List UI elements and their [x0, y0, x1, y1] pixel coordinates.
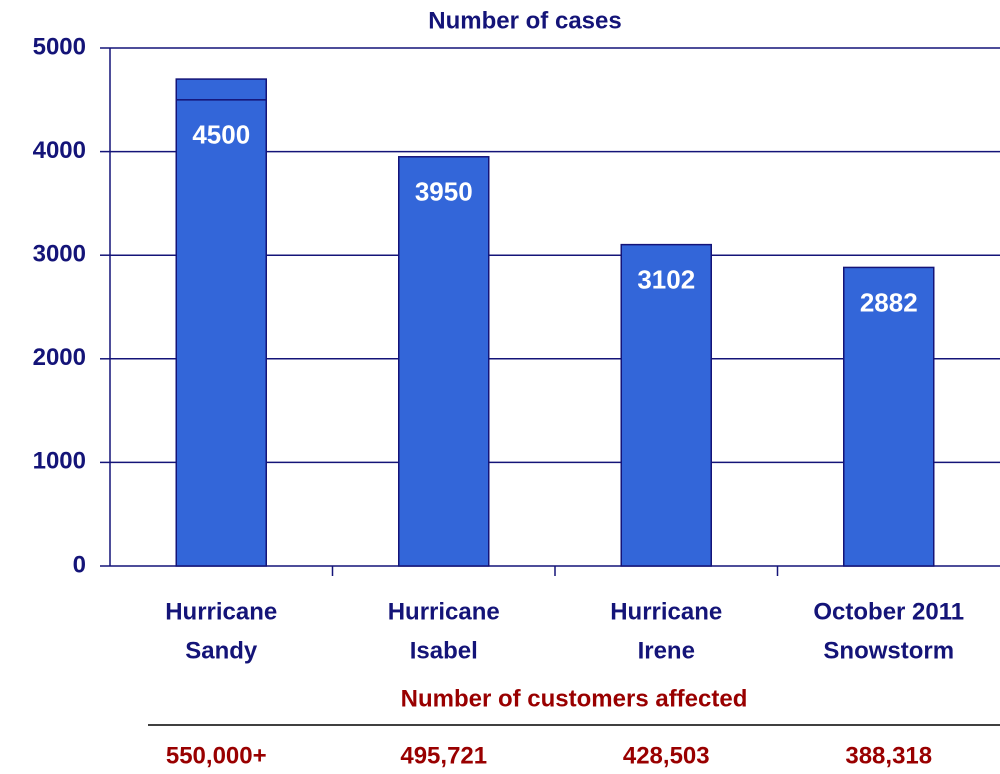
x-tick-label: Hurricane: [610, 598, 722, 625]
customers-value: 388,318: [845, 742, 932, 769]
bar: [175, 78, 267, 101]
bar: [620, 243, 712, 567]
x-tick-label: Irene: [638, 637, 695, 664]
bar: [175, 99, 267, 567]
data-label: 3950: [415, 177, 473, 207]
y-tick-label: 0: [73, 551, 86, 578]
y-tick-label: 4000: [33, 137, 86, 164]
bar: [843, 266, 935, 567]
customers-value: 495,721: [400, 742, 487, 769]
y-tick-label: 1000: [33, 448, 86, 475]
x-tick-label: October 2011: [813, 598, 964, 625]
customers-value: 428,503: [623, 742, 710, 769]
data-label: 4500: [192, 120, 250, 150]
customers-title: Number of customers affected: [401, 685, 748, 712]
data-label: 2882: [860, 287, 918, 317]
x-tick-label: Hurricane: [388, 598, 500, 625]
x-tick-label: Isabel: [410, 637, 478, 664]
x-tick-label: Snowstorm: [823, 637, 954, 664]
chart-title: Number of cases: [428, 7, 621, 34]
bar: [398, 156, 490, 567]
y-tick-label: 5000: [33, 33, 86, 60]
customers-value: 550,000+: [166, 742, 267, 769]
data-label: 3102: [637, 265, 695, 295]
y-tick-label: 2000: [33, 344, 86, 371]
x-tick-label: Hurricane: [165, 598, 277, 625]
y-tick-label: 3000: [33, 241, 86, 268]
x-tick-label: Sandy: [185, 637, 258, 664]
